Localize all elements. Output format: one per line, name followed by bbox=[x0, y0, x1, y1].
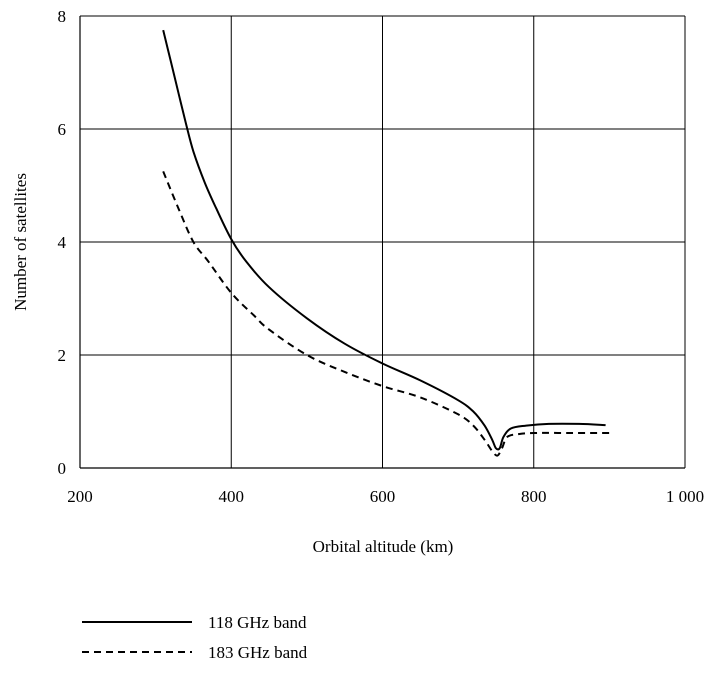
grid-lines bbox=[80, 15, 686, 468]
legend-label-2: 183 GHz band bbox=[208, 643, 308, 662]
x-tick-label: 600 bbox=[370, 487, 396, 506]
legend-label-1: 118 GHz band bbox=[208, 613, 307, 632]
y-tick-label: 8 bbox=[58, 7, 67, 26]
series-line-1 bbox=[162, 29, 606, 451]
x-axis-label: Orbital altitude (km) bbox=[313, 537, 454, 556]
axes-frame bbox=[79, 16, 685, 469]
x-tick-label: 800 bbox=[521, 487, 547, 506]
y-tick-label: 4 bbox=[58, 233, 67, 252]
y-tick-label: 6 bbox=[58, 120, 67, 139]
x-tick-label: 400 bbox=[219, 487, 245, 506]
x-tick-label: 1 000 bbox=[666, 487, 704, 506]
series-line-2 bbox=[162, 171, 610, 457]
legend: 118 GHz band 183 GHz band bbox=[82, 613, 308, 662]
x-tick-label: 200 bbox=[67, 487, 93, 506]
series-lines bbox=[162, 29, 610, 457]
tick-labels: 200 400 600 800 1 000 0 2 4 6 8 bbox=[58, 7, 705, 506]
y-axis-label: Number of satellites bbox=[11, 173, 30, 311]
y-tick-label: 0 bbox=[58, 459, 67, 478]
y-tick-label: 2 bbox=[58, 346, 67, 365]
